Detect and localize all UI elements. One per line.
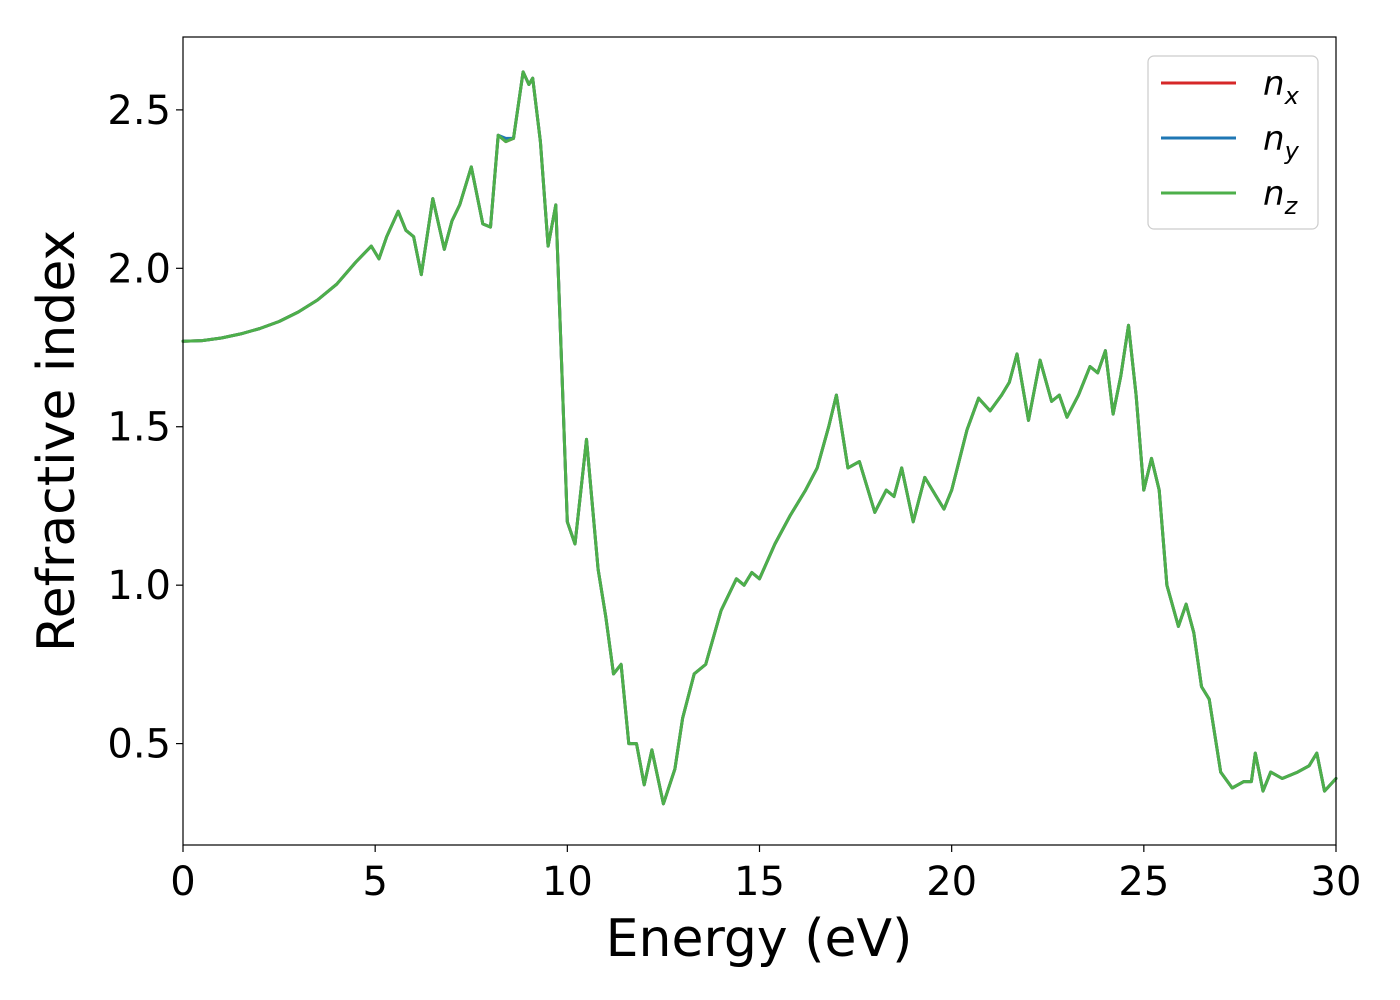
legend-label-subscript: y [1284, 137, 1300, 165]
y-tick-label: 2.0 [107, 246, 171, 292]
y-tick-label: 1.5 [107, 405, 171, 451]
legend-label-subscript: x [1284, 82, 1300, 110]
x-tick-label: 0 [170, 859, 195, 905]
legend-box [1147, 55, 1319, 230]
series-line-n-z [181, 70, 1338, 806]
legend-label-base: n [1263, 174, 1285, 214]
legend-label-nz: nz [1263, 174, 1299, 220]
x-tick-label: 15 [734, 859, 785, 905]
series-layer [181, 70, 1338, 806]
legend-label-nx: nx [1263, 64, 1300, 110]
y-axis-title: Refractive index [27, 230, 87, 652]
legend-label-base: n [1263, 119, 1285, 159]
y-tick-label: 0.5 [107, 722, 171, 768]
x-tick-label: 5 [362, 859, 387, 905]
y-axis-ticks: 0.5 1.0 1.5 2.0 2.5 [107, 88, 183, 768]
y-tick-label: 1.0 [107, 563, 171, 609]
x-tick-label: 20 [926, 859, 977, 905]
x-axis-ticks: 0 5 10 15 20 25 30 [170, 845, 1361, 905]
x-tick-label: 25 [1118, 859, 1169, 905]
x-tick-label: 30 [1311, 859, 1362, 905]
x-tick-label: 10 [542, 859, 593, 905]
legend-label-ny: ny [1263, 119, 1300, 165]
y-tick-label: 2.5 [107, 88, 171, 134]
legend-label-subscript: z [1284, 192, 1299, 220]
x-axis-title: Energy (eV) [606, 909, 913, 969]
legend-label-base: n [1263, 64, 1285, 104]
